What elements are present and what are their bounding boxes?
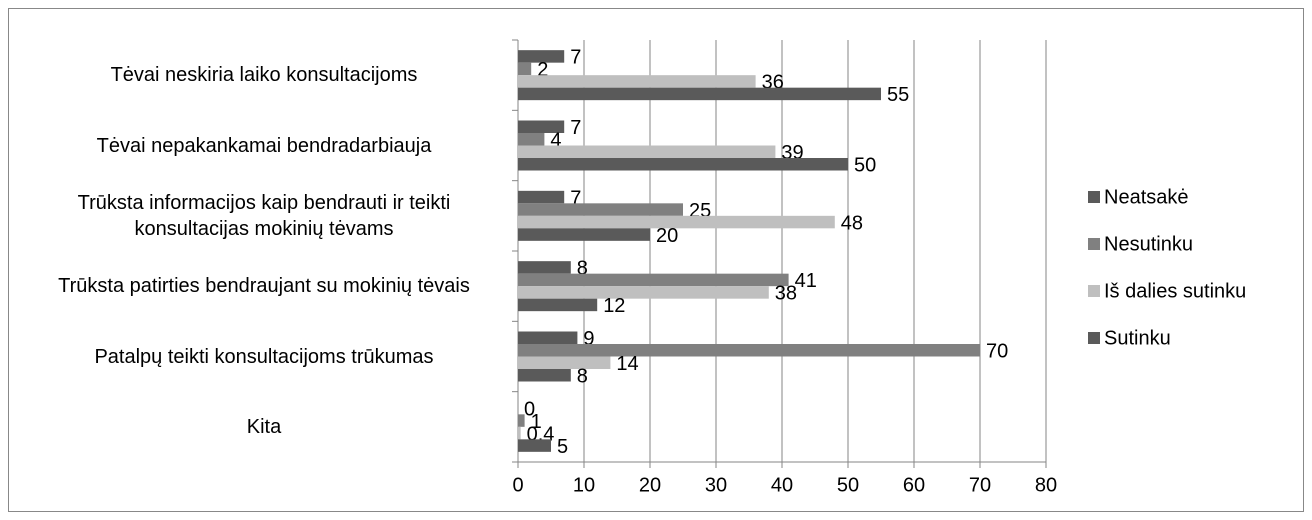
data-label: 1 [531,411,542,433]
data-label: 7 [570,47,581,69]
legend-swatch [1088,191,1100,203]
bar [518,439,551,452]
x-tick-label: 20 [639,474,661,496]
bar [518,50,565,63]
y-tick-label: Kita [246,415,282,438]
legend-label: Nesutinku [1104,233,1193,255]
x-tick-label: 70 [969,474,991,496]
data-label: 8 [577,258,588,280]
x-tick-label: 50 [837,474,859,496]
data-label: 12 [603,295,625,317]
bar [518,62,532,76]
data-label: 38 [775,283,797,305]
legend-label: Neatsakė [1104,186,1189,208]
bar [518,75,756,88]
bar [518,133,545,146]
bar [518,145,776,158]
bar [518,261,571,274]
data-label: 4 [550,130,561,152]
data-label: 5 [557,436,568,458]
data-label: 55 [887,84,909,106]
data-label: 9 [583,328,594,350]
data-label: 14 [616,353,638,375]
data-label: 8 [577,366,588,388]
bar [518,190,565,204]
chart-border [8,8,1304,512]
data-label: 20 [656,225,678,247]
legend-swatch [1088,332,1100,344]
bar [518,298,598,312]
bar [518,426,521,440]
x-tick-label: 80 [1035,474,1057,496]
y-tick-label: Trūksta patirties bendraujant su mokinių… [58,275,470,298]
legend-swatch [1088,238,1100,250]
bar [518,215,835,229]
data-label: 7 [570,117,581,139]
y-tick-label: Patalpų teikti konsultacijoms trūkumas [94,345,434,368]
x-tick-label: 30 [705,474,727,496]
data-label: 7 [570,187,581,209]
bar [518,203,683,216]
data-label: 41 [795,270,817,292]
legend-label: Sutinku [1104,327,1171,349]
bar [518,331,578,344]
bar [518,87,881,101]
data-label: 2 [537,59,548,81]
legend-swatch [1088,285,1100,297]
bar [518,414,525,427]
bar [518,120,565,133]
y-tick-label: Tėvai nepakankamai bendradarbiauja [96,134,432,157]
x-tick-label: 60 [903,474,925,496]
data-label: 50 [854,155,876,177]
bar [518,158,848,171]
legend-label: Iš dalies sutinku [1104,280,1246,302]
bar [518,228,650,241]
bar [518,369,571,382]
bar [518,286,769,299]
x-tick-label: 0 [512,474,523,496]
bar [518,344,980,357]
x-tick-label: 40 [771,474,793,496]
x-tick-label: 10 [573,474,595,496]
bar [518,356,611,369]
data-label: 0 [524,398,535,420]
bar [518,273,789,287]
y-tick-label: Trūksta informacijos kaip bendrauti ir t… [77,191,451,240]
data-label: 48 [841,212,863,234]
data-label: 70 [986,341,1008,363]
y-tick-label: Tėvai neskiria laiko konsultacijoms [110,64,418,87]
